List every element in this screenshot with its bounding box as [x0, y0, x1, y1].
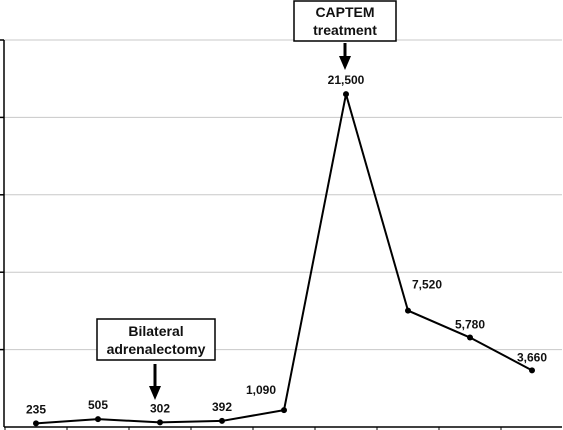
- annotation-line-2: treatment: [313, 22, 377, 38]
- data-point: [219, 417, 225, 424]
- data-point: [343, 91, 349, 98]
- x-tick-marks: [4, 427, 502, 430]
- series-line: [35, 93, 533, 425]
- data-point: [281, 407, 287, 414]
- data-points: [33, 91, 535, 427]
- data-label: 5,780: [455, 318, 485, 332]
- annotation-line-1: Bilateral: [128, 323, 183, 339]
- data-label: 302: [150, 401, 170, 415]
- annotation-box: [96, 318, 216, 361]
- data-label: 235: [26, 402, 46, 416]
- data-point: [95, 416, 101, 423]
- data-labels: 235 505 302 392 1,090 21,500 7,520 5,780 3,660: [26, 73, 547, 416]
- data-label: 21,500: [328, 73, 365, 87]
- data-point: [529, 367, 535, 374]
- data-label: 1,090: [246, 383, 276, 397]
- data-label: 505: [88, 398, 108, 412]
- down-arrow-icon: [339, 56, 351, 70]
- annotation-line-1: CAPTEM: [315, 4, 374, 20]
- gridlines: [0, 39, 562, 351]
- data-label: 7,520: [412, 278, 442, 292]
- data-point: [405, 307, 411, 314]
- annotation-captem: CAPTEM treatment: [293, 0, 397, 70]
- data-label: 3,660: [517, 350, 547, 364]
- down-arrow-icon: [149, 386, 161, 400]
- annotation-adrenalectomy: Bilateral adrenalectomy: [96, 318, 216, 400]
- data-point: [33, 420, 39, 427]
- annotation-box: [293, 0, 397, 42]
- data-label: 392: [212, 400, 232, 414]
- data-point: [467, 334, 473, 341]
- data-point: [157, 419, 163, 426]
- annotation-line-2: adrenalectomy: [107, 341, 206, 357]
